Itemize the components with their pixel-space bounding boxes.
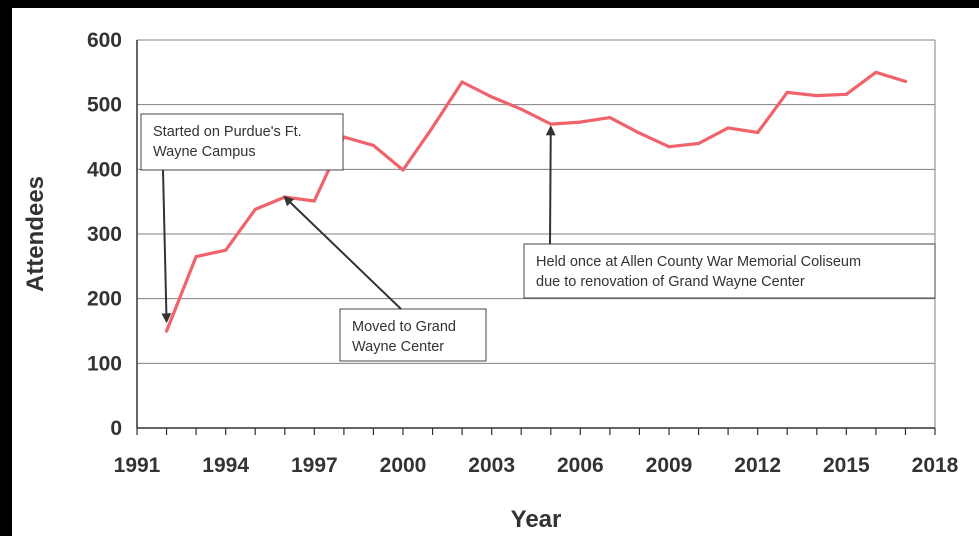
data-point (696, 141, 701, 146)
data-point (224, 248, 228, 252)
data-point (815, 94, 819, 98)
data-point (726, 126, 730, 130)
annotation-box (140, 113, 344, 171)
annotation-arrow (161, 169, 172, 324)
data-point (401, 168, 405, 172)
x-tick-label: 2003 (468, 454, 515, 477)
annotation-box (339, 308, 487, 362)
data-point (253, 207, 257, 212)
data-point (164, 329, 169, 333)
data-point (490, 95, 494, 99)
data-point (874, 70, 878, 74)
annotation-text: due to renovation of Grand Wayne Center (536, 274, 805, 290)
plot-area: 0 100 200 300 400 500 600 1991 1994 1997 2000 2003 2… (22, 29, 959, 533)
y-tick-label: 600 (87, 29, 122, 52)
x-tick-label: 2006 (557, 454, 604, 477)
x-tick-label: 1997 (291, 454, 338, 477)
data-point (371, 143, 376, 148)
annotation-arrow (545, 125, 556, 245)
data-point (519, 107, 523, 111)
y-tick-label: 400 (87, 158, 122, 181)
x-tick-label: 2009 (646, 454, 693, 477)
data-point (430, 125, 435, 129)
data-point (903, 79, 908, 83)
x-tick-label: 2000 (380, 454, 427, 477)
y-axis-title: Attendees (22, 176, 49, 292)
y-tick-label: 100 (87, 352, 122, 375)
x-axis-title: Year (511, 506, 562, 533)
data-point (637, 131, 642, 135)
data-point (667, 145, 671, 149)
y-tick-label: 500 (87, 94, 122, 117)
y-tick-label: 200 (87, 288, 122, 311)
x-tick-label: 2012 (734, 454, 781, 477)
x-tick-label: 2015 (823, 454, 870, 477)
annotation-text: Wayne Center (352, 339, 444, 355)
data-point (844, 92, 848, 96)
data-point (194, 255, 198, 259)
data-point (312, 199, 316, 203)
x-tick-label: 2018 (912, 454, 959, 477)
annotation-text: Held once at Allen County War Memorial C… (536, 254, 861, 270)
annotation-arrow (283, 195, 402, 310)
data-point (578, 120, 582, 124)
data-point (756, 130, 760, 135)
data-point (785, 90, 789, 94)
y-tick-label: 0 (110, 417, 122, 440)
x-tick-label: 1994 (202, 454, 249, 477)
y-tick-label: 300 (87, 223, 122, 246)
data-point (460, 80, 464, 84)
annotation-text: Moved to Grand (352, 319, 456, 335)
annotation-text: Started on Purdue's Ft. (153, 124, 302, 140)
data-point (549, 122, 553, 126)
x-tick-label: 1991 (114, 454, 161, 477)
annotation-text: Wayne Campus (153, 144, 256, 160)
data-point (608, 116, 612, 120)
annotation-box (523, 243, 936, 299)
